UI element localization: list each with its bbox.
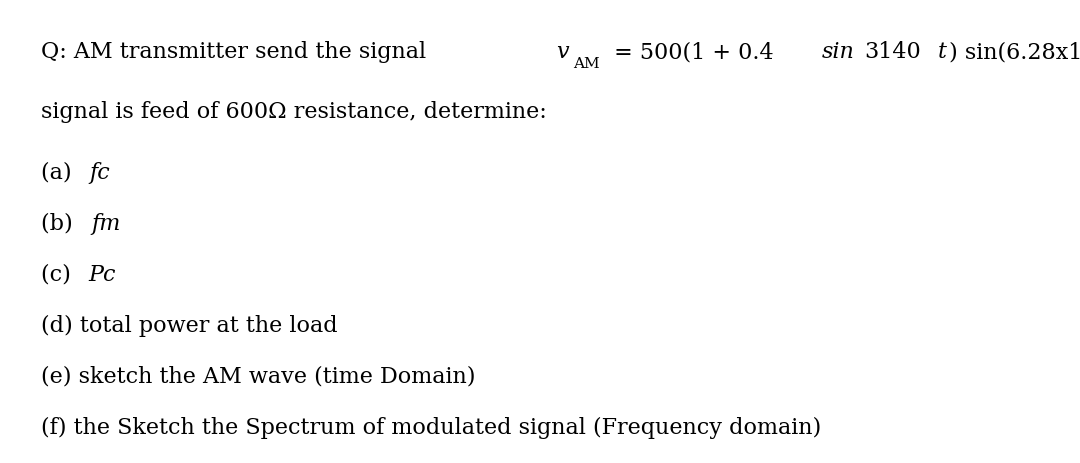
Text: v: v [556, 41, 569, 63]
Text: (c): (c) [41, 263, 78, 285]
Text: (d) total power at the load: (d) total power at the load [41, 314, 338, 336]
Text: signal is feed of 600Ω resistance, determine:: signal is feed of 600Ω resistance, deter… [41, 101, 546, 123]
Text: (a): (a) [41, 161, 79, 183]
Text: fc: fc [90, 161, 110, 183]
Text: (b): (b) [41, 212, 80, 234]
Text: (f) the Sketch the Spectrum of modulated signal (Frequency domain): (f) the Sketch the Spectrum of modulated… [41, 416, 821, 438]
Text: ) sin(6.28x10: ) sin(6.28x10 [949, 41, 1080, 63]
Text: sin: sin [822, 41, 855, 63]
Text: fm: fm [91, 212, 121, 234]
Text: AM: AM [572, 57, 599, 71]
Text: Pc: Pc [89, 263, 117, 285]
Text: (e) sketch the AM wave (time Domain): (e) sketch the AM wave (time Domain) [41, 365, 475, 387]
Text: = 500(1 + 0.4: = 500(1 + 0.4 [607, 41, 773, 63]
Text: Q: AM transmitter send the signal: Q: AM transmitter send the signal [41, 41, 441, 63]
Text: 3140: 3140 [864, 41, 921, 63]
Text: t: t [937, 41, 947, 63]
